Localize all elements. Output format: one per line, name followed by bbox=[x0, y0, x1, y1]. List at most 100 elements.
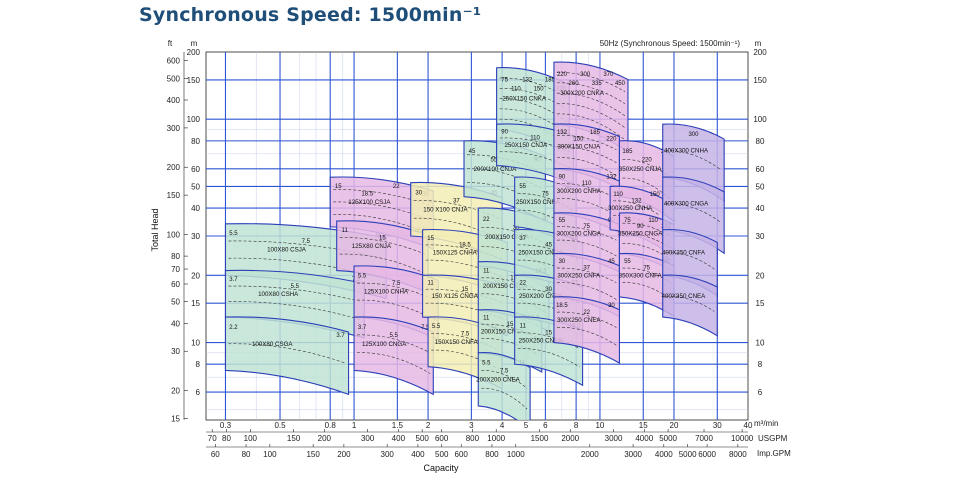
motor-kw-label: 132 bbox=[631, 198, 642, 204]
motor-kw-label: 45 bbox=[545, 243, 552, 249]
x-tick-label-usgpm: 400 bbox=[392, 434, 406, 443]
x-tick-label-usgpm: 10000 bbox=[731, 434, 754, 443]
x-tick-label-impgpm: 200 bbox=[337, 450, 351, 459]
x-tick-label-impgpm: 60 bbox=[211, 450, 220, 459]
x-tick-label-m3min: 1.5 bbox=[392, 421, 404, 430]
x-tick-label-usgpm: 200 bbox=[318, 434, 332, 443]
x-tick-label-m3min: 3 bbox=[469, 421, 474, 430]
pump-region: 300X150 CNJA 132 150 185 220 bbox=[553, 123, 620, 190]
motor-kw-label: 15 bbox=[335, 184, 342, 190]
region-model-label: 350X250 CNJA bbox=[619, 166, 663, 173]
motor-kw-label: 37 bbox=[583, 266, 590, 272]
region-model-label: 250X200 CNFA bbox=[519, 293, 563, 300]
y-tick-label-m-right: 50 bbox=[756, 182, 765, 191]
y-tick-label-m-right: 200 bbox=[753, 48, 767, 57]
x-tick-label-m3min: 2 bbox=[426, 421, 431, 430]
motor-kw-label: 220 bbox=[557, 72, 568, 78]
motor-kw-label: 7.5 bbox=[421, 325, 430, 331]
impeller-curve bbox=[517, 244, 580, 261]
motor-kw-label: 450 bbox=[615, 81, 626, 87]
motor-kw-label: 300 bbox=[688, 132, 699, 138]
y-tick-label-ft: 15 bbox=[171, 414, 180, 423]
x-unit-m3min: m³/min bbox=[754, 419, 778, 428]
impeller-curve bbox=[431, 349, 500, 370]
x-tick-label-usgpm: 70 bbox=[208, 434, 217, 443]
motor-kw-label: 18.5 bbox=[459, 243, 471, 249]
chart-note: 50Hz (Synchronous Speed: 1500min⁻¹) bbox=[600, 39, 741, 48]
x-tick-label-impgpm: 150 bbox=[306, 450, 320, 459]
impeller-curve bbox=[556, 267, 617, 283]
motor-kw-label: 15 bbox=[462, 287, 469, 293]
region-model-label: 150 X100 CNJA bbox=[423, 206, 468, 213]
impeller-curve bbox=[556, 157, 617, 176]
motor-kw-label: 11 bbox=[483, 268, 490, 274]
motor-kw-label: 22 bbox=[393, 184, 400, 190]
region-model-label: 150X150 CNFA bbox=[435, 339, 479, 346]
motor-kw-label: 75 bbox=[583, 224, 590, 230]
motor-kw-label: 75 bbox=[542, 192, 549, 198]
region-model-label: 350X250 CNGA bbox=[618, 230, 663, 237]
region-model-label: 300X250 CNHA bbox=[608, 205, 653, 212]
motor-kw-label: 150 bbox=[650, 192, 661, 198]
x-tick-label-usgpm: 1500 bbox=[531, 434, 549, 443]
region-model-label: 250X150 CNHA bbox=[516, 199, 561, 206]
region-model-label: 200X150 CNFA bbox=[481, 328, 525, 335]
x-tick-label-m3min: 0.3 bbox=[220, 421, 232, 430]
region-model-label: 200X150 CNGA bbox=[483, 283, 528, 290]
impeller-curve bbox=[665, 295, 715, 312]
region-model-label: 125X100 CSJA bbox=[348, 199, 391, 206]
motor-kw-label: 132 bbox=[557, 130, 568, 136]
motor-kw-label: 22 bbox=[519, 281, 526, 287]
motor-kw-label: 300 bbox=[580, 72, 591, 78]
y-tick-label-ft: 150 bbox=[167, 191, 181, 200]
motor-kw-label: 90 bbox=[637, 224, 644, 230]
x-tick-label-m3min: 0.8 bbox=[325, 421, 337, 430]
motor-kw-label: 5.5 bbox=[229, 231, 238, 237]
impeller-curve bbox=[499, 108, 567, 134]
x-tick-label-impgpm: 80 bbox=[242, 450, 251, 459]
axes: 50Hz (Synchronous Speed: 1500min⁻¹) Tota… bbox=[150, 39, 791, 473]
motor-kw-label: 2.2 bbox=[229, 325, 238, 331]
impeller-curve bbox=[517, 348, 580, 368]
x-tick-label-impgpm: 300 bbox=[381, 450, 395, 459]
motor-kw-label: 220 bbox=[606, 137, 617, 143]
x-tick-label-m3min: 8 bbox=[574, 421, 579, 430]
motor-kw-label: 185 bbox=[590, 130, 601, 136]
x-tick-label-usgpm: 7000 bbox=[695, 434, 713, 443]
region-model-label: 150 X125 CNGA bbox=[432, 293, 479, 300]
x-tick-label-m3min: 40 bbox=[744, 421, 753, 430]
region-model-label: 200X200 CNEA bbox=[476, 376, 521, 383]
motor-kw-label: 7.5 bbox=[392, 281, 401, 287]
x-tick-label-usgpm: 150 bbox=[287, 434, 301, 443]
pump-region: 100X80 CSGA 2.2 3.7 bbox=[224, 316, 350, 396]
x-tick-label-usgpm: 1000 bbox=[487, 434, 505, 443]
y-tick-label-m-right: 20 bbox=[756, 271, 765, 280]
motor-kw-label: 370 bbox=[603, 72, 614, 78]
x-unit-impgpm: Imp.GPM bbox=[757, 449, 791, 458]
impeller-curve bbox=[556, 135, 617, 150]
region-model-label: 250X150 CNJA bbox=[504, 142, 548, 149]
impeller-curve bbox=[665, 252, 715, 270]
y-tick-label-m-right: 15 bbox=[756, 299, 765, 308]
impeller-curve bbox=[339, 237, 426, 255]
motor-kw-label: 110 bbox=[613, 192, 623, 198]
y-tick-label-m-right: 8 bbox=[758, 360, 763, 369]
pump-region: 400X350 CNEA bbox=[662, 274, 718, 337]
pump-region-shape bbox=[353, 316, 434, 396]
y-tick-label-ft: 30 bbox=[171, 347, 180, 356]
motor-kw-label: 15 bbox=[427, 236, 434, 242]
impeller-curve bbox=[556, 113, 626, 141]
motor-kw-label: 11 bbox=[427, 281, 434, 287]
impeller-curve bbox=[499, 77, 567, 98]
motor-kw-label: 150 bbox=[573, 137, 584, 143]
y-tick-label-m: 150 bbox=[187, 76, 201, 85]
region-model-label: 300X200 CNHA bbox=[557, 188, 602, 195]
motor-kw-label: 75 bbox=[624, 218, 631, 224]
y-tick-label-ft: 400 bbox=[167, 96, 181, 105]
region-model-label: 100X80 CSHA bbox=[258, 291, 299, 298]
x-tick-label-impgpm: 2000 bbox=[581, 450, 599, 459]
impeller-curve bbox=[517, 302, 580, 320]
y-tick-label-m-right: 100 bbox=[753, 115, 767, 124]
x-tick-label-m3min: 1 bbox=[352, 421, 357, 430]
